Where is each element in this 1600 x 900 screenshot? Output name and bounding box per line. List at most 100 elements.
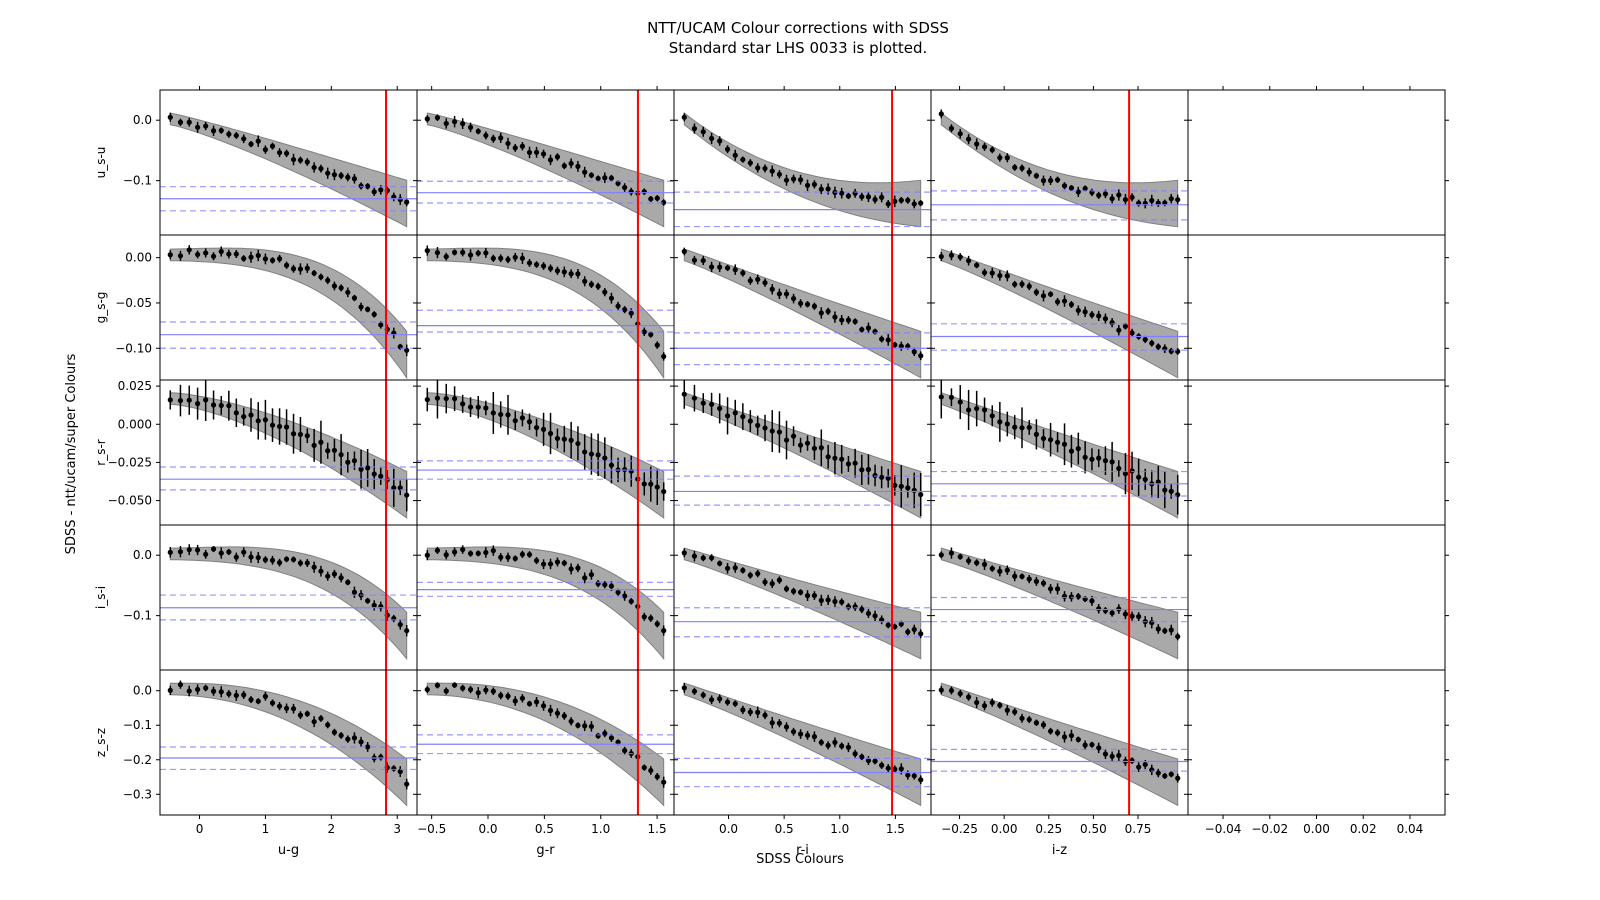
data-point [1004, 421, 1010, 427]
data-point [1026, 716, 1032, 723]
data-point [226, 691, 232, 697]
data-point [825, 186, 831, 192]
data-point [498, 692, 504, 699]
data-point [588, 571, 595, 578]
data-point [451, 682, 458, 688]
panel-2-3 [927, 379, 1192, 526]
data-point [255, 252, 261, 259]
data-point [872, 196, 878, 203]
data-point [938, 253, 944, 260]
data-point [865, 466, 872, 473]
data-point [832, 314, 838, 320]
data-point [467, 124, 474, 130]
data-point [345, 736, 351, 742]
data-point [602, 175, 608, 181]
data-point [832, 739, 838, 745]
fit-band [683, 248, 922, 379]
data-point [424, 686, 430, 693]
data-point [1068, 448, 1075, 454]
data-point [1004, 567, 1010, 573]
data-point [186, 119, 192, 125]
data-point [1082, 309, 1088, 315]
data-point [1136, 613, 1142, 620]
data-point [218, 689, 224, 695]
summary-point-blue [0, 345, 3, 351]
panel-0-4 [0, 86, 1449, 236]
data-point [783, 177, 790, 183]
data-point [1109, 610, 1115, 616]
panel-3-2 [670, 524, 935, 671]
data-point [554, 154, 561, 160]
data-point [783, 586, 790, 592]
x-tick-label: 0.25 [1035, 822, 1062, 836]
data-point [1175, 633, 1181, 640]
data-point [283, 262, 290, 268]
data-point [526, 260, 533, 266]
data-point [318, 715, 324, 722]
data-point [1149, 340, 1155, 346]
data-point [1082, 742, 1088, 748]
data-point [1082, 185, 1088, 192]
data-point [475, 404, 481, 410]
row-ylabel: z_s-z [94, 728, 108, 757]
data-point [1102, 316, 1109, 322]
data-point [397, 485, 403, 491]
data-point [1047, 728, 1054, 734]
x-tick-label: −0.04 [1205, 822, 1242, 836]
data-point [872, 758, 878, 764]
data-point [981, 144, 988, 150]
data-point [318, 274, 324, 280]
panel-plot-area [674, 670, 931, 815]
data-point [1012, 164, 1018, 171]
data-point [490, 688, 496, 694]
data-point [276, 256, 283, 262]
data-point [762, 425, 768, 431]
y-tick-label: −0.05 [115, 296, 152, 310]
data-point [905, 485, 911, 491]
data-point [378, 603, 384, 610]
data-point [852, 604, 858, 610]
panel-grid: 0.0−0.1u_s-u0.00−0.05−0.10g_s-g0.0250.00… [0, 86, 1449, 858]
data-point [938, 111, 944, 117]
data-point [434, 547, 441, 554]
data-point [708, 135, 715, 141]
data-point [769, 720, 775, 726]
data-point [648, 196, 654, 202]
data-point [241, 549, 247, 555]
data-point [1026, 424, 1032, 431]
data-point [554, 710, 561, 716]
data-point [512, 555, 518, 562]
data-point [505, 693, 511, 699]
summary-point-red [0, 196, 3, 202]
data-point [1122, 196, 1129, 203]
data-point [628, 598, 634, 604]
data-point [575, 440, 581, 447]
data-point [540, 151, 547, 157]
data-point [762, 712, 768, 718]
data-point [852, 190, 858, 196]
data-point [443, 120, 449, 127]
data-point [790, 433, 797, 439]
data-point [769, 286, 775, 292]
data-point [547, 157, 554, 163]
data-point [325, 573, 331, 579]
data-point [717, 405, 723, 411]
data-point [1129, 613, 1135, 619]
summary-point-blue [0, 190, 3, 196]
data-point [732, 267, 738, 273]
data-point [582, 723, 588, 729]
data-point [582, 169, 588, 175]
data-point [885, 201, 891, 207]
data-point [351, 589, 358, 595]
data-point [345, 459, 351, 465]
data-point [540, 561, 547, 567]
data-point [654, 774, 660, 780]
data-point [269, 422, 276, 428]
data-point [210, 128, 217, 134]
data-point [1004, 707, 1010, 713]
data-point [365, 598, 371, 604]
summary-point-blue [0, 489, 3, 495]
panel-1-1 [413, 234, 678, 381]
data-point [981, 407, 988, 413]
data-point [318, 439, 324, 445]
